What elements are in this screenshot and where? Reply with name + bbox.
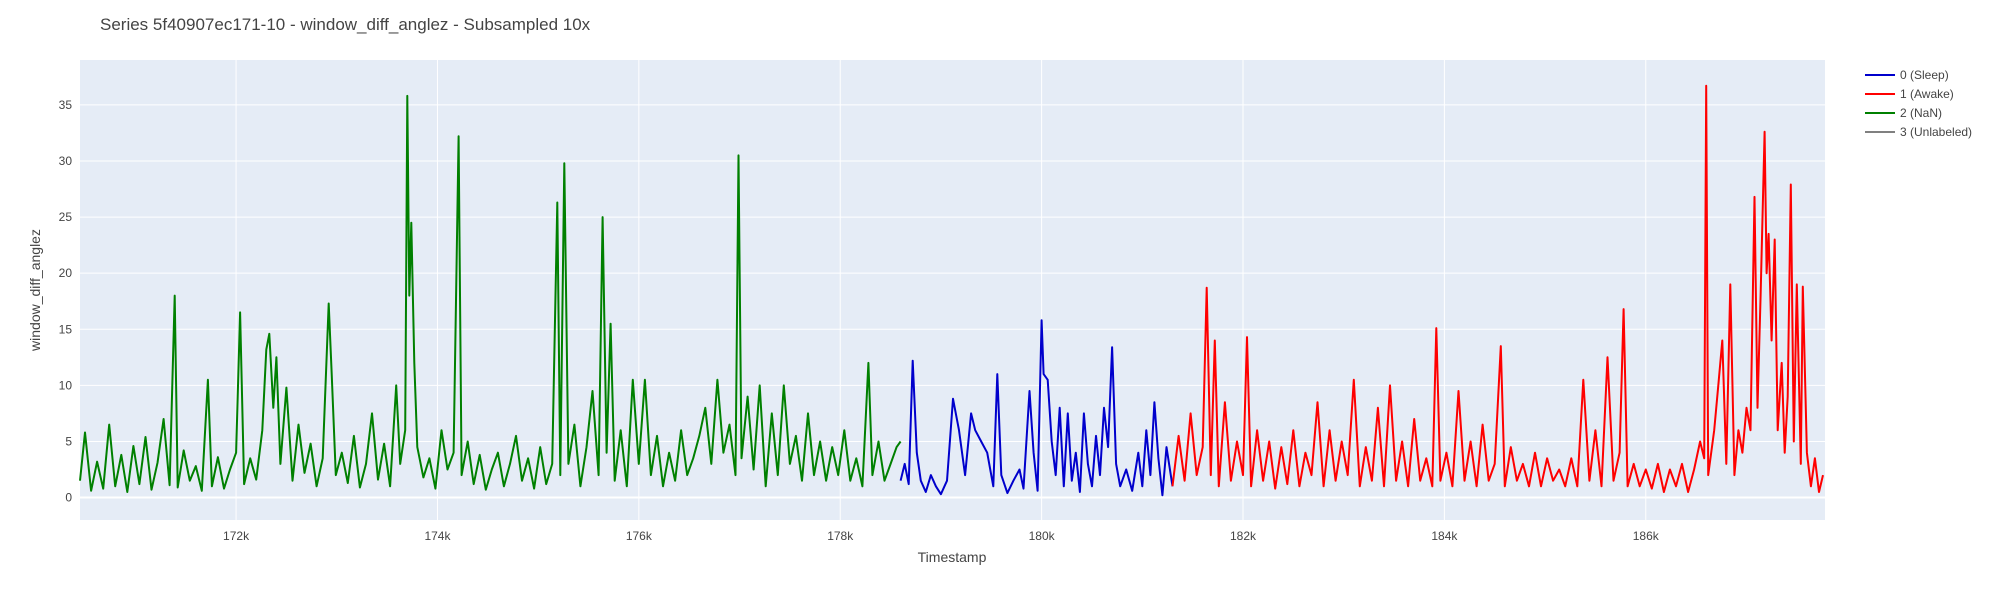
y-tick-label: 20 bbox=[59, 266, 73, 280]
x-tick-label: 174k bbox=[424, 529, 451, 543]
x-axis-title: Timestamp bbox=[918, 549, 987, 565]
y-tick-label: 5 bbox=[65, 434, 72, 448]
y-tick-label: 30 bbox=[59, 154, 73, 168]
y-tick-labels: 0 5 10 15 20 25 30 35 bbox=[59, 98, 73, 505]
legend-item[interactable]: 0 (Sleep) bbox=[1865, 68, 1949, 82]
legend-label: 1 (Awake) bbox=[1900, 87, 1954, 101]
x-tick-labels: 172k 174k 176k 178k 180k 182k 184k 186k bbox=[223, 529, 1660, 543]
y-tick-label: 25 bbox=[59, 210, 73, 224]
series-line-1-awake bbox=[1171, 84, 1824, 493]
y-tick-label: 15 bbox=[59, 322, 73, 336]
y-axis-title: window_diff_anglez bbox=[27, 229, 43, 352]
x-tick-label: 172k bbox=[223, 529, 250, 543]
legend-label: 3 (Unlabeled) bbox=[1900, 125, 1972, 139]
chart-title: Series 5f40907ec171-10 - window_diff_ang… bbox=[100, 15, 591, 34]
x-tick-label: 186k bbox=[1633, 529, 1660, 543]
x-tick-label: 180k bbox=[1029, 529, 1056, 543]
x-tick-label: 184k bbox=[1431, 529, 1458, 543]
legend[interactable]: 0 (Sleep) 1 (Awake) 2 (NaN) 3 (Unlabeled) bbox=[1865, 68, 1972, 139]
y-tick-label: 0 bbox=[65, 491, 72, 505]
plot-area bbox=[80, 60, 1825, 520]
x-tick-label: 176k bbox=[626, 529, 653, 543]
series-layer bbox=[79, 84, 1824, 497]
x-tick-label: 178k bbox=[827, 529, 854, 543]
legend-item[interactable]: 2 (NaN) bbox=[1865, 106, 1942, 120]
legend-item[interactable]: 3 (Unlabeled) bbox=[1865, 125, 1972, 139]
series-line-0-sleep bbox=[899, 319, 1174, 497]
y-tick-label: 10 bbox=[59, 378, 73, 392]
y-tick-label: 35 bbox=[59, 98, 73, 112]
series-line-2-nan bbox=[79, 94, 902, 493]
y-gridlines bbox=[80, 104, 1825, 499]
legend-item[interactable]: 1 (Awake) bbox=[1865, 87, 1954, 101]
legend-label: 0 (Sleep) bbox=[1900, 68, 1949, 82]
x-tick-label: 182k bbox=[1230, 529, 1257, 543]
legend-label: 2 (NaN) bbox=[1900, 106, 1942, 120]
